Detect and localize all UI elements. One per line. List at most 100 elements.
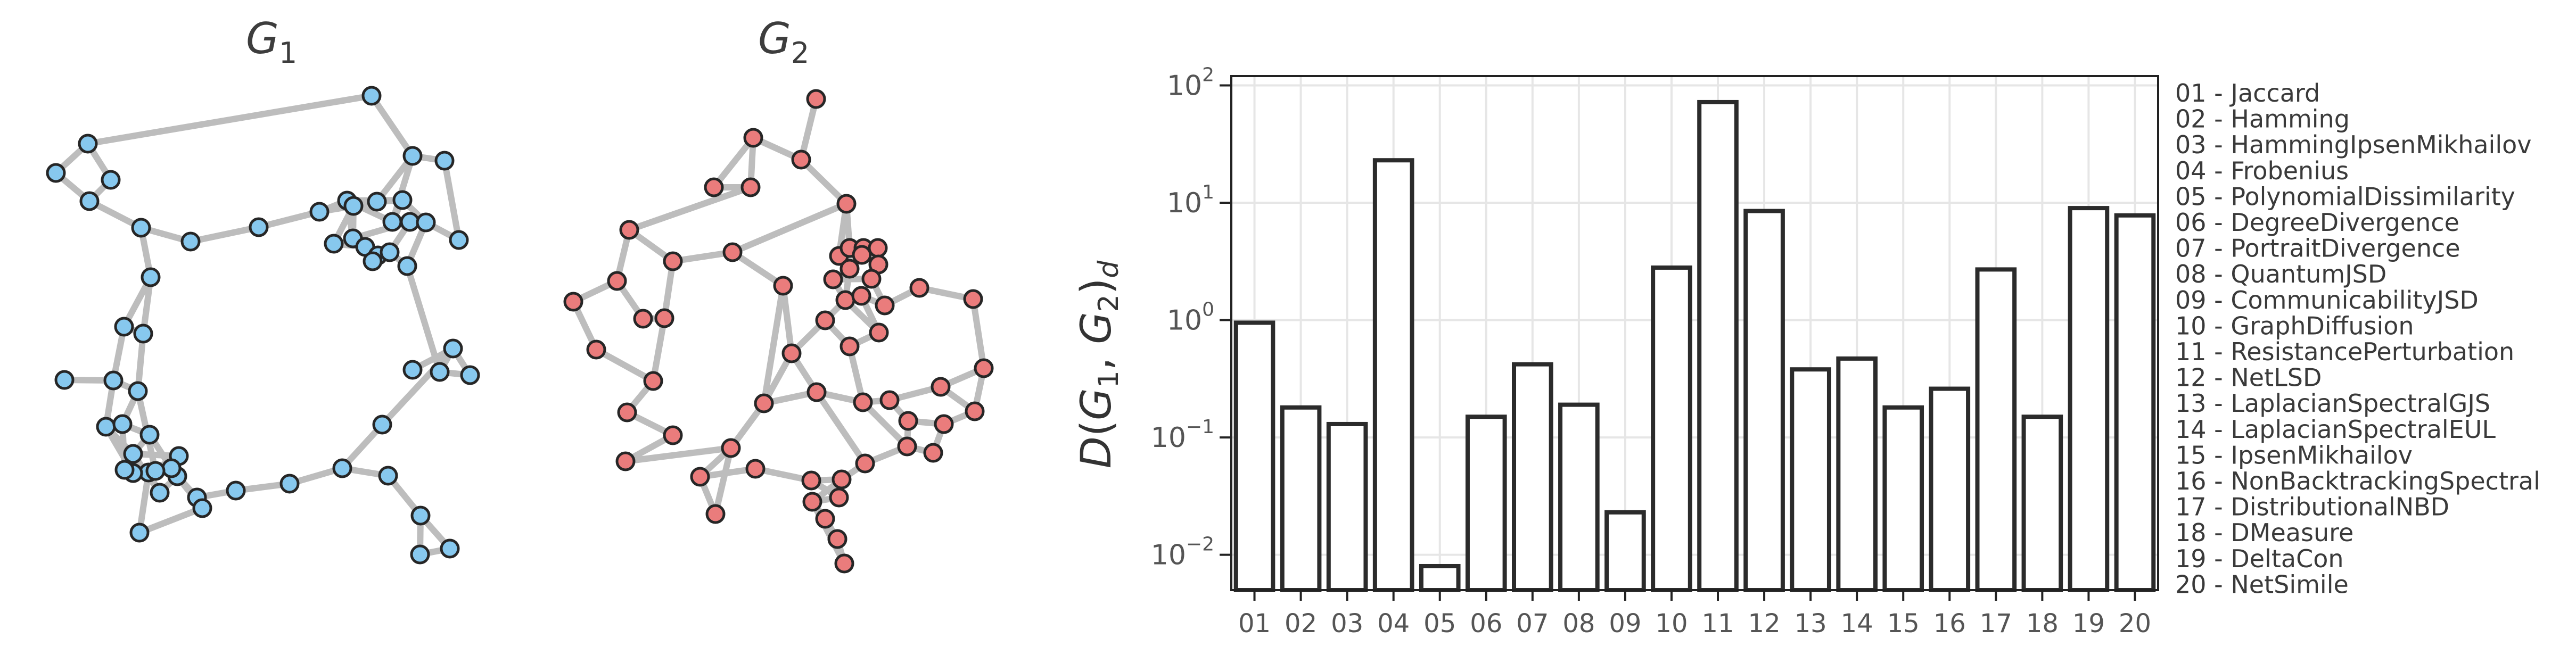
g1-node xyxy=(410,544,430,565)
y-tick-label: 10−1 xyxy=(1151,416,1214,454)
g1-edge xyxy=(85,93,375,147)
bar-02 xyxy=(1280,405,1322,592)
g2-node xyxy=(802,492,822,512)
graph-g1-nodes xyxy=(46,86,480,565)
legend-item: 11 - ResistancePerturbation xyxy=(2175,337,2514,366)
g2-node xyxy=(705,504,726,524)
g1-node xyxy=(378,466,398,486)
x-tick-label-04: 04 xyxy=(1377,609,1410,639)
g2-node xyxy=(879,390,900,410)
g1-node xyxy=(150,483,170,503)
y-axis-label-g2: G xyxy=(1073,312,1121,344)
x-tick-label-01: 01 xyxy=(1238,609,1271,639)
g2-edge xyxy=(626,184,754,233)
grid-lines xyxy=(1231,76,2158,590)
bar-07 xyxy=(1512,362,1553,592)
g1-node xyxy=(279,474,300,494)
g2-node xyxy=(834,553,854,574)
bar-11 xyxy=(1697,100,1739,593)
bar-09 xyxy=(1604,510,1646,592)
g1-node xyxy=(460,365,480,385)
y-axis-label-d: D xyxy=(1073,436,1121,468)
g2-node xyxy=(963,289,983,309)
g2-node xyxy=(868,238,888,258)
legend-item: 05 - PolynomialDissimilarity xyxy=(2175,182,2515,211)
g2-node xyxy=(586,339,606,360)
y-axis-label-g1-subscript: 1 xyxy=(1093,370,1125,388)
g1-node xyxy=(372,415,392,435)
x-tick-label-13: 13 xyxy=(1795,609,1827,639)
g2-node xyxy=(974,358,994,378)
y-tick-label: 101 xyxy=(1167,181,1214,219)
g2-node xyxy=(897,436,917,457)
g2-node xyxy=(563,292,583,312)
g1-node xyxy=(402,146,423,166)
graph-g1-title-letter: G xyxy=(246,14,279,63)
g1-node xyxy=(402,360,423,380)
x-tick-label-03: 03 xyxy=(1331,609,1363,639)
graph-g2-panel: G2 xyxy=(563,14,994,574)
g2-node xyxy=(855,453,875,474)
g1-node xyxy=(101,170,121,190)
g2-node xyxy=(663,425,683,445)
g1-edge xyxy=(389,153,416,225)
y-axis-label-d-subscript: d xyxy=(1093,260,1125,278)
bar-17 xyxy=(1975,267,2017,593)
x-tick-label-20: 20 xyxy=(2119,609,2151,639)
x-tick-label-17: 17 xyxy=(1980,609,2012,639)
g2-edge xyxy=(670,249,736,264)
g2-node xyxy=(827,529,847,549)
g2-node xyxy=(607,271,627,291)
g1-node xyxy=(192,498,212,518)
y-tick-label: 102 xyxy=(1167,64,1214,102)
x-axis-ticks: 01 02 03 04 05 06 07 08 09 10 11 12 13 14 15 16 17 18 19 20 xyxy=(1238,590,2151,639)
y-axis-label-close-paren: ) xyxy=(1073,278,1121,294)
g1-node xyxy=(131,218,151,238)
g1-node xyxy=(332,458,352,478)
y-axis-label-open-paren: ( xyxy=(1073,420,1121,436)
g1-node xyxy=(392,190,413,210)
legend-item: 16 - NonBacktrackingSpectral xyxy=(2175,467,2540,495)
legend-item: 03 - HammingIpsenMikhailov xyxy=(2175,130,2531,159)
legend-item: 17 - DistributionalNBD xyxy=(2175,493,2449,521)
bar-19 xyxy=(2068,206,2110,593)
g1-node xyxy=(397,256,417,276)
g1-node xyxy=(78,134,98,154)
g1-node xyxy=(103,370,124,391)
y-tick-label: 10−2 xyxy=(1151,534,1214,571)
g1-edge xyxy=(136,505,205,536)
graph-g2-title-letter: G xyxy=(758,14,791,63)
legend-item: 06 - DegreeDivergence xyxy=(2175,208,2459,237)
bar-10 xyxy=(1651,265,1692,592)
g1-node xyxy=(133,324,153,344)
x-tick-label-16: 16 xyxy=(1933,609,1966,639)
g2-node xyxy=(815,509,835,529)
g2-node xyxy=(781,343,802,363)
x-tick-label-08: 08 xyxy=(1562,609,1595,639)
g1-node xyxy=(361,86,382,106)
g2-node xyxy=(852,245,872,265)
g2-node xyxy=(934,414,954,434)
g1-edge xyxy=(339,421,385,471)
g2-edge xyxy=(593,346,656,384)
g2-edge xyxy=(798,96,819,163)
x-tick-label-18: 18 xyxy=(2026,609,2059,639)
g2-node xyxy=(806,382,827,402)
g1-node xyxy=(161,458,182,478)
x-tick-label-19: 19 xyxy=(2072,609,2105,639)
g1-node xyxy=(363,251,383,271)
g1-node xyxy=(79,191,100,211)
g2-node xyxy=(619,220,639,240)
g1-node xyxy=(430,362,450,382)
g2-node xyxy=(875,295,895,316)
g2-node xyxy=(931,377,951,397)
g2-node xyxy=(898,411,918,431)
g1-node xyxy=(123,444,143,464)
g2-node xyxy=(643,371,663,391)
g2-node xyxy=(615,451,636,471)
g2-edge xyxy=(712,445,734,517)
g2-node xyxy=(923,443,943,463)
g2-node xyxy=(835,290,855,310)
y-axis-label-comma: , xyxy=(1073,344,1121,371)
